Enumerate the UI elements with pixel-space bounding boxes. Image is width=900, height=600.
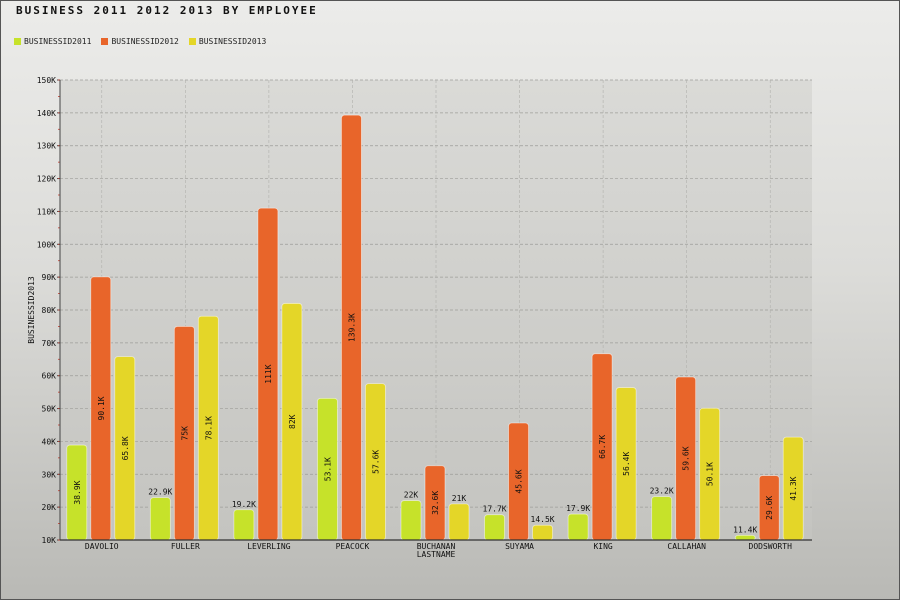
x-tick-label: PEACOCK	[336, 542, 370, 551]
y-tick-label: 120K	[37, 175, 56, 184]
bar-value-label: 45.6K	[515, 469, 524, 493]
bar-value-label: 53.1K	[323, 457, 332, 481]
legend-label-2011: BUSINESSID2011	[24, 37, 92, 46]
y-tick-label: 50K	[42, 405, 57, 414]
bar-value-label: 90.1K	[97, 396, 106, 420]
y-tick-label: 20K	[42, 503, 57, 512]
bar-value-label: 65.8K	[121, 436, 130, 460]
y-tick-label: 110K	[37, 207, 56, 216]
y-tick-label: 140K	[37, 109, 56, 118]
y-tick-label: 40K	[42, 437, 57, 446]
bar-value-label: 139.3K	[347, 313, 356, 342]
legend-label-2013: BUSINESSID2013	[198, 37, 267, 46]
x-tick-label: CALLAHAN	[667, 542, 706, 551]
x-tick-label: LEVERLING	[247, 542, 291, 551]
bar-value-label: 50.1K	[706, 462, 715, 486]
bar-businessid2011-callahan[interactable]	[651, 496, 673, 541]
legend-item-2011[interactable]: BUSINESSID2011	[14, 37, 91, 46]
y-tick-label: 130K	[37, 142, 56, 151]
y-tick-label: 90K	[42, 273, 57, 282]
bar-value-label: 111K	[264, 364, 273, 383]
legend-swatch-2012	[101, 38, 109, 45]
y-tick-label: 70K	[42, 339, 57, 348]
bar-value-label: 59.6K	[682, 446, 691, 470]
bars: 38.9K 90.1K 65.8K 22.9K 75K 78.1K 19.2K 111K 82K…	[66, 114, 804, 541]
bar-value-label: 75K	[180, 426, 189, 441]
bar-businessid2011-fuller[interactable]	[149, 497, 171, 541]
y-tick-label: 10K	[42, 536, 57, 545]
bar-value-label: 21K	[452, 494, 467, 503]
bar-value-label: 38.9K	[73, 480, 82, 504]
chart-title: BUSINESS 2011 2012 2013 BY EMPLOYEE	[16, 4, 318, 17]
bar-value-label: 66.7K	[598, 435, 607, 459]
legend-item-2013[interactable]: BUSINESSID2013	[188, 37, 267, 46]
bar-value-label: 56.4K	[622, 452, 631, 476]
x-tick-label: LASTNAME	[417, 550, 456, 559]
bar-value-label: 32.6K	[431, 491, 440, 515]
x-tick-label: SUYAMA	[505, 542, 534, 551]
y-tick-label: 150K	[37, 76, 56, 85]
bar-businessid2011-suyama[interactable]	[484, 514, 505, 541]
y-axis-label: BUSINESSID2013	[27, 276, 36, 344]
bar-value-label: 22.9K	[148, 488, 172, 497]
bar-value-label: 19.2K	[232, 500, 256, 509]
x-tick-label: DODSWORTH	[749, 542, 793, 551]
bar-value-label: 17.9K	[566, 504, 590, 513]
bar-businessid2011-dodsworth[interactable]	[734, 535, 756, 541]
bar-value-label: 41.3K	[789, 476, 798, 500]
bar-value-label: 17.7K	[483, 505, 507, 514]
y-tick-label: 30K	[42, 470, 57, 479]
y-tick-label: 60K	[42, 372, 57, 381]
bar-value-label: 11.4K	[733, 525, 757, 534]
bar-businessid2011-leverling[interactable]	[233, 509, 255, 541]
x-tick-label: FULLER	[171, 542, 200, 551]
bar-businessid2011-king[interactable]	[567, 513, 589, 541]
bar-value-label: 14.5K	[531, 515, 555, 524]
bar-businessid2013-buchanan[interactable]	[448, 503, 470, 541]
bar-value-label: 29.6K	[765, 496, 774, 520]
bar-value-label: 23.2K	[650, 487, 674, 496]
y-axis: 10K 20K 30K 40K 50K 60K 70K 80K 90K 100K 110K 120K 1…	[37, 76, 61, 545]
x-tick-label: BUCHANAN	[417, 542, 456, 551]
legend: BUSINESSID2011 BUSINESSID2012 BUSINESSID…	[14, 37, 266, 46]
legend-swatch-2013	[188, 38, 196, 45]
legend-item-2012[interactable]: BUSINESSID2012	[101, 37, 179, 46]
x-tick-label: KING	[593, 542, 612, 551]
bar-value-label: 82K	[288, 414, 297, 429]
bar-value-label: 57.6K	[371, 450, 380, 474]
x-axis: DAVOLIO FULLER LEVERLING PEACOCK BUCHANANLAS…	[60, 539, 812, 559]
bar-value-label: 22K	[404, 491, 419, 500]
y-tick-label: 100K	[37, 240, 56, 249]
bar-value-label: 78.1K	[204, 416, 213, 440]
legend-label-2012: BUSINESSID2012	[111, 37, 179, 46]
x-tick-label: DAVOLIO	[85, 542, 119, 551]
y-tick-label: 80K	[42, 306, 57, 315]
bar-businessid2013-suyama[interactable]	[532, 524, 553, 541]
legend-swatch-2011	[14, 38, 21, 45]
bar-businessid2011-buchanan[interactable]	[400, 500, 422, 541]
